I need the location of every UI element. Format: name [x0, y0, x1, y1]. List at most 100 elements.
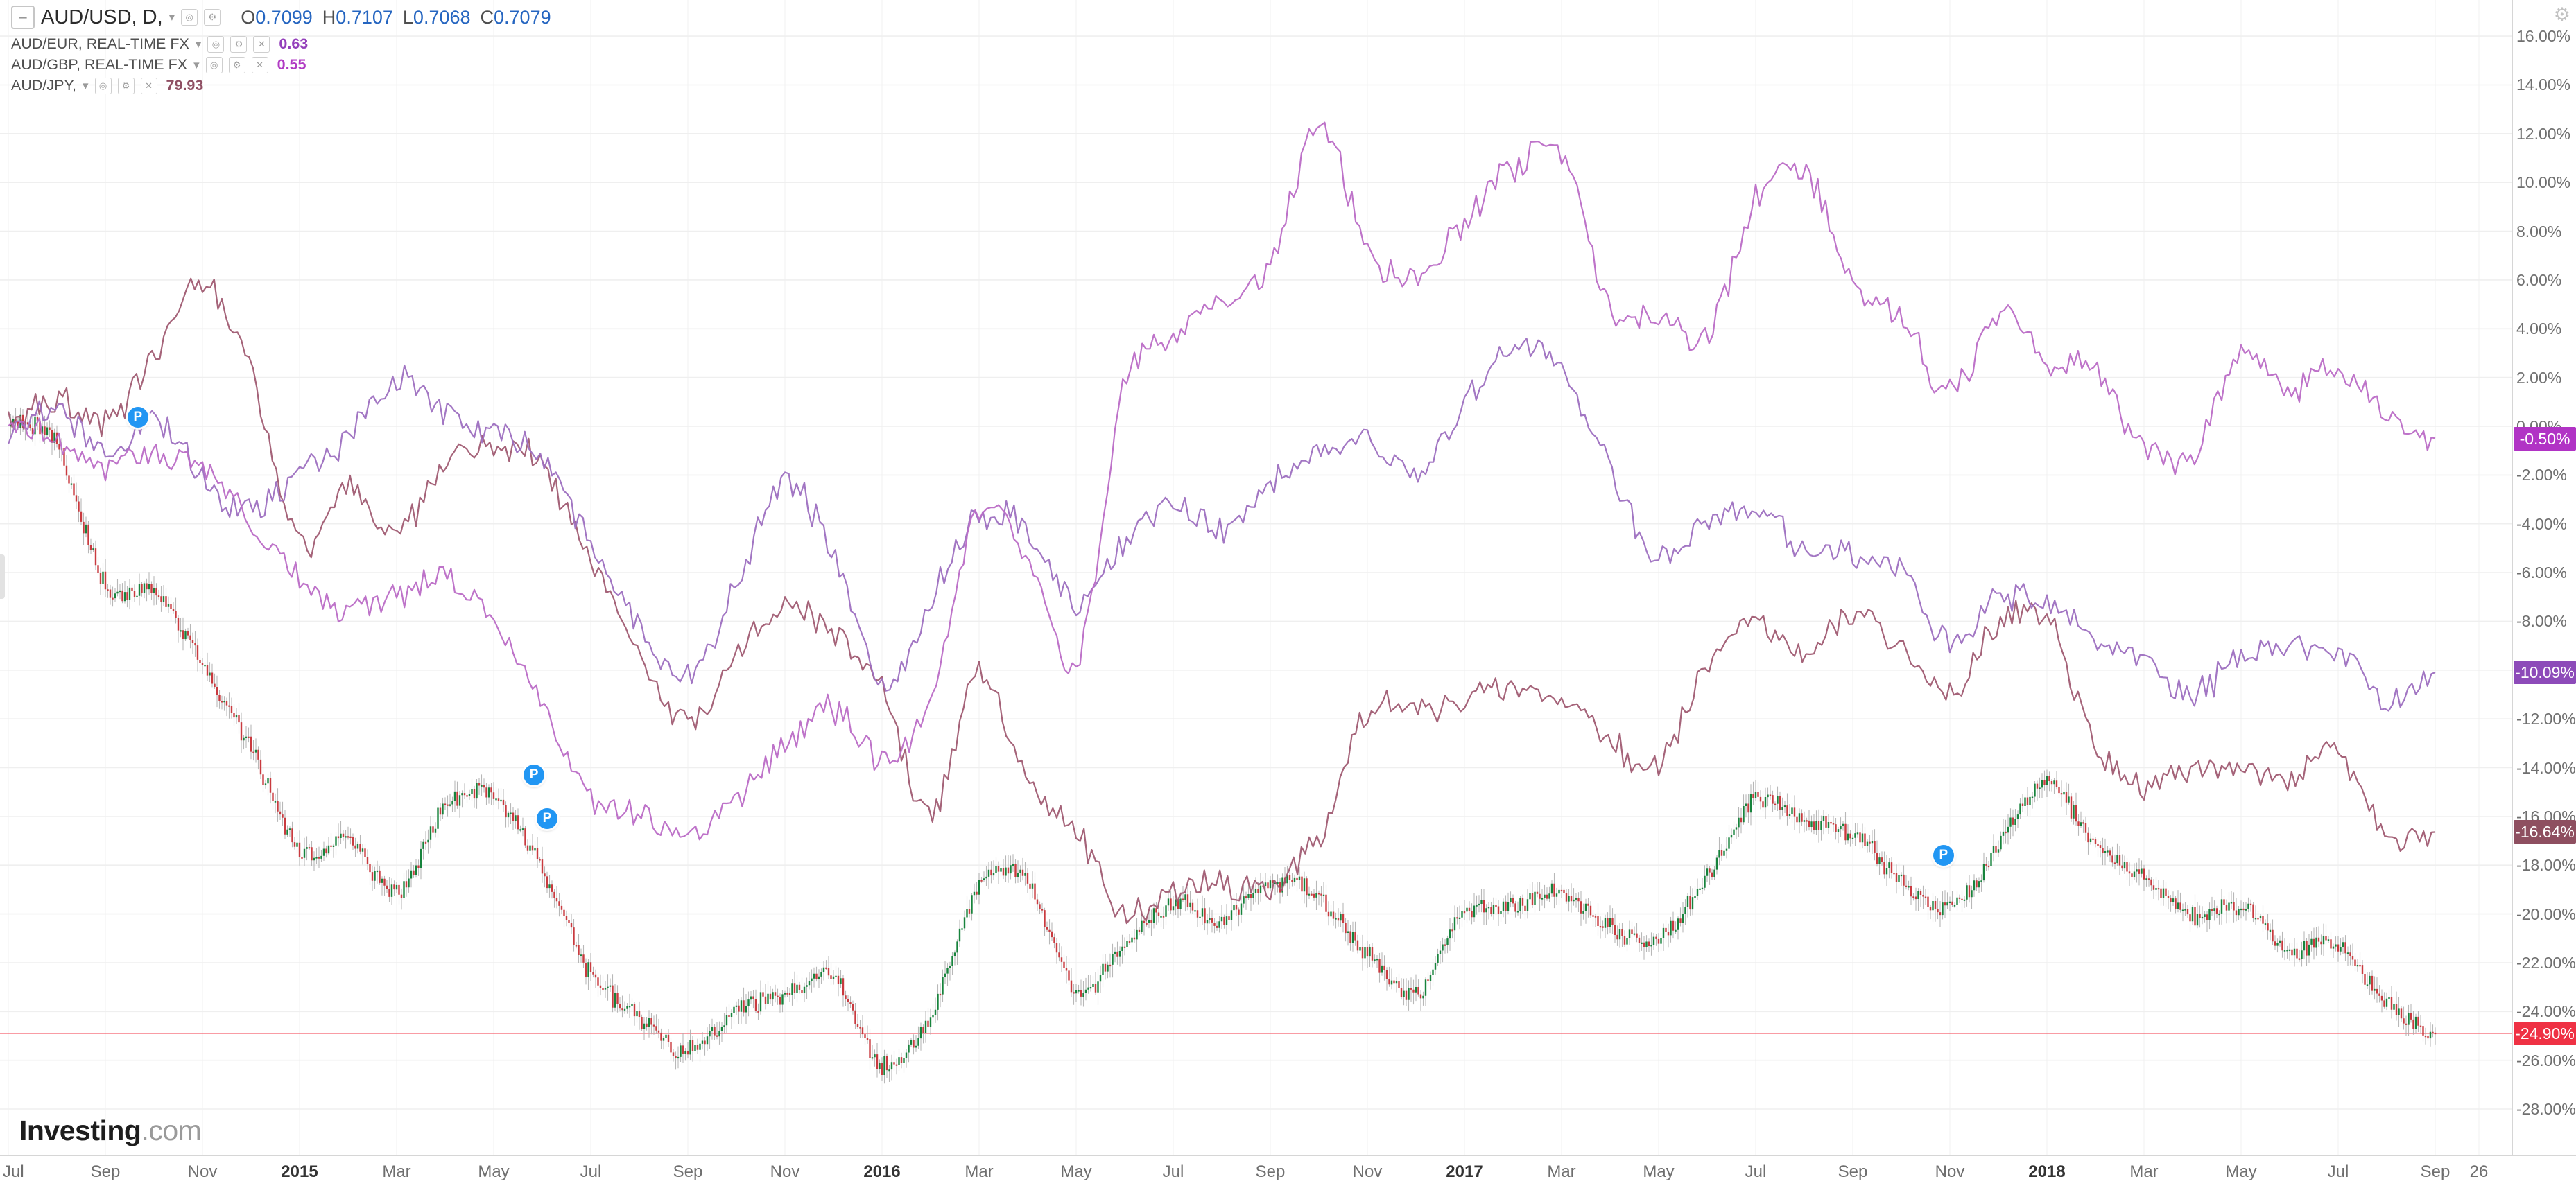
gear-icon[interactable]: ⚙ — [204, 9, 221, 26]
y-axis-label: -4.00% — [2516, 514, 2567, 533]
ohlc-readout: O0.7099 H0.7107 L0.7068 C0.7079 — [231, 7, 551, 28]
line-series-audeur — [7, 338, 2436, 712]
price-tag-audeur: -10.09% — [2514, 660, 2576, 684]
comparison-row: AUD/GBP, REAL-TIME FX ▾ ◎ ⚙ ✕ 0.55 — [11, 56, 551, 73]
candle-wicks — [10, 407, 2436, 1084]
candles-down — [15, 414, 2437, 1075]
chevron-down-icon[interactable]: ▾ — [168, 10, 175, 24]
x-axis-label: 2015 — [281, 1162, 318, 1181]
collapse-legend-icon[interactable]: – — [11, 6, 35, 29]
pin-marker[interactable]: P — [127, 406, 148, 428]
y-axis-label: -2.00% — [2516, 466, 2567, 484]
x-axis-label: Nov — [1935, 1162, 1965, 1181]
x-axis-label: May — [1643, 1162, 1675, 1181]
close-icon[interactable]: ✕ — [251, 56, 268, 73]
comparison-value: 0.55 — [277, 56, 306, 73]
ohlc-key: C — [480, 6, 494, 28]
chevron-down-icon[interactable]: ▾ — [195, 37, 202, 51]
chevron-down-icon[interactable]: ▾ — [193, 58, 200, 71]
gridlines — [0, 35, 2512, 1110]
legend: – AUD/USD, D, ▾ ◎ ⚙ O0.7099 H0.7107 L0.706… — [11, 6, 551, 98]
pin-marker[interactable]: P — [1933, 845, 1954, 866]
pin-marker[interactable]: P — [524, 765, 545, 786]
chart-plot-area[interactable]: – AUD/USD, D, ▾ ◎ ⚙ O0.7099 H0.7107 L0.706… — [0, 0, 2512, 1155]
investing-logo[interactable]: Investing.com — [19, 1115, 202, 1147]
x-axis-label: Jul — [2327, 1162, 2349, 1181]
x-axis-label: Mar — [2129, 1162, 2159, 1181]
y-axis-label: -22.00% — [2516, 953, 2576, 972]
y-axis-label: -28.00% — [2516, 1100, 2576, 1119]
x-axis-label: Sep — [90, 1162, 121, 1181]
y-axis-label: -24.00% — [2516, 1002, 2576, 1021]
x-axis-label: Sep — [1838, 1162, 1868, 1181]
price-tag-audusd: -24.90% — [2514, 1021, 2576, 1045]
price-tag-audjpy: -16.64% — [2514, 820, 2576, 844]
eye-icon[interactable]: ◎ — [94, 77, 112, 94]
ohlc-value: 0.7079 — [494, 6, 551, 28]
x-axis-label: Jul — [3, 1162, 24, 1181]
ohlc-key: O — [241, 6, 256, 28]
y-axis-label: 16.00% — [2516, 27, 2571, 46]
x-axis-label: 2016 — [863, 1162, 901, 1181]
x-axis-label: May — [2225, 1162, 2257, 1181]
eye-icon[interactable]: ◎ — [181, 9, 198, 26]
x-axis-label: May — [478, 1162, 510, 1181]
y-axis-label: 12.00% — [2516, 124, 2571, 143]
ohlc-value: 0.7107 — [336, 6, 393, 28]
y-axis-label: 2.00% — [2516, 368, 2562, 387]
ohlc-key: H — [322, 6, 336, 28]
eye-icon[interactable]: ◎ — [205, 56, 223, 73]
candlestick-series-audusd — [10, 407, 2437, 1084]
comparison-row: AUD/JPY, ▾ ◎ ⚙ ✕ 79.93 — [11, 77, 551, 94]
x-axis-label: Nov — [187, 1162, 218, 1181]
comparison-value: 0.63 — [279, 35, 309, 52]
price-axis[interactable]: ⚙ 16.00% 14.00% 12.00% 10.00% 8.00% 6.00% 4.00… — [2512, 0, 2576, 1155]
x-axis-label: 2018 — [2028, 1162, 2066, 1181]
comparison-symbol-label[interactable]: AUD/EUR, REAL-TIME FX — [11, 35, 189, 52]
y-axis-label: -18.00% — [2516, 856, 2576, 875]
gear-icon[interactable]: ⚙ — [230, 35, 248, 53]
y-axis-label: 6.00% — [2516, 270, 2562, 289]
main-symbol-label[interactable]: AUD/USD, D, — [41, 6, 163, 28]
line-series-audgbp — [8, 121, 2436, 841]
x-axis-label: Jul — [1745, 1162, 1767, 1181]
y-axis-label: -14.00% — [2516, 758, 2576, 777]
comparison-row: AUD/EUR, REAL-TIME FX ▾ ◎ ⚙ ✕ 0.63 — [11, 35, 551, 53]
axis-settings-icon[interactable]: ⚙ — [2553, 4, 2570, 25]
x-axis-label: Mar — [382, 1162, 411, 1181]
candles-up — [10, 414, 2432, 1075]
gear-icon[interactable]: ⚙ — [117, 77, 135, 94]
ohlc-value: 0.7068 — [413, 6, 471, 28]
comparison-symbol-label[interactable]: AUD/GBP, REAL-TIME FX — [11, 56, 188, 73]
x-axis-label: Sep — [2420, 1162, 2450, 1181]
x-axis-label: Mar — [965, 1162, 994, 1181]
x-axis-label: May — [1060, 1162, 1092, 1181]
chevron-down-icon[interactable]: ▾ — [83, 78, 89, 92]
ohlc-key: L — [402, 6, 413, 28]
comparison-symbol-label[interactable]: AUD/JPY, — [11, 77, 76, 94]
x-axis-label: Jul — [580, 1162, 602, 1181]
y-axis-label: 8.00% — [2516, 222, 2562, 241]
logo-tld: .com — [141, 1115, 202, 1146]
y-axis-label: -26.00% — [2516, 1051, 2576, 1069]
comparison-value: 79.93 — [166, 77, 204, 94]
x-axis-label: Sep — [1255, 1162, 1286, 1181]
close-icon[interactable]: ✕ — [140, 77, 157, 94]
pin-marker[interactable]: P — [537, 808, 557, 830]
logo-brand: Investing — [19, 1115, 141, 1146]
price-tag-audgbp: -0.50% — [2514, 426, 2576, 451]
time-axis[interactable]: Jul Sep Nov 2015 Mar May Jul Sep Nov 2016 Mar May Ju… — [0, 1155, 2576, 1188]
y-axis-label: -12.00% — [2516, 710, 2576, 728]
close-icon[interactable]: ✕ — [253, 35, 270, 53]
x-axis-label: Nov — [1352, 1162, 1383, 1181]
x-axis-label: 26 — [2469, 1162, 2489, 1181]
x-axis-label: Sep — [673, 1162, 703, 1181]
gear-icon[interactable]: ⚙ — [228, 56, 245, 73]
y-axis-label: -8.00% — [2516, 612, 2567, 631]
drawing-toolbar-handle[interactable] — [0, 554, 5, 599]
chart-canvas[interactable] — [0, 0, 2512, 1155]
x-axis-label: 2017 — [1446, 1162, 1483, 1181]
y-axis-label: 10.00% — [2516, 173, 2571, 192]
eye-icon[interactable]: ◎ — [207, 35, 225, 53]
